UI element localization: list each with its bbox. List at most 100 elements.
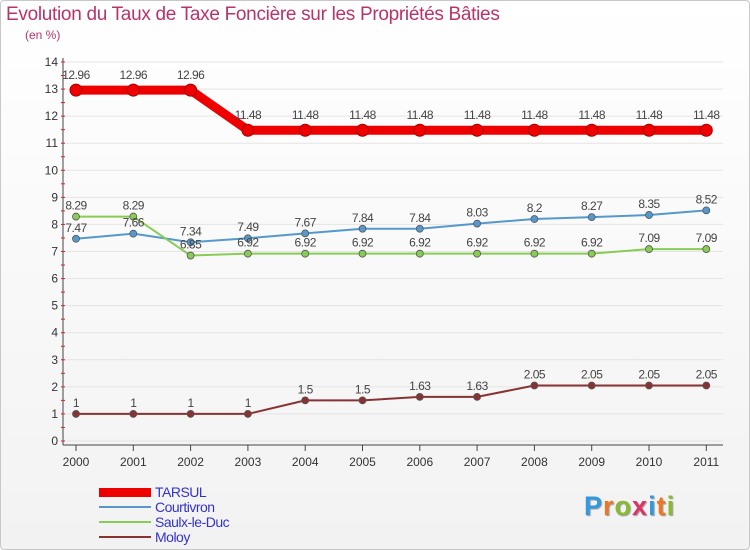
data-point [358, 249, 367, 258]
data-point [702, 245, 711, 253]
data-point [72, 234, 80, 243]
logo-letter: i [648, 491, 657, 521]
data-point [645, 245, 653, 253]
logo-letter: i [666, 491, 676, 521]
data-label: 11.48 [292, 108, 319, 122]
x-tick-label: 2000 [63, 455, 90, 469]
data-point [530, 381, 539, 390]
data-label: 1 [245, 396, 252, 410]
x-tick-label: 2011 [693, 455, 719, 469]
data-point [301, 229, 310, 238]
data-point [473, 392, 482, 401]
legend-swatch [99, 536, 151, 538]
data-label: 6.92 [524, 236, 546, 250]
y-tick-label: 12 [45, 109, 59, 123]
x-tick-label: 2005 [349, 455, 376, 469]
data-point [186, 251, 195, 260]
legend-label: Moloy [155, 529, 190, 545]
data-label: 11.48 [464, 108, 491, 122]
data-label: 6.92 [295, 236, 317, 250]
x-tick-label: 2003 [235, 455, 262, 469]
proxiti-logo: Proxiti [584, 491, 675, 522]
y-tick-label: 2 [51, 380, 58, 394]
data-point [298, 123, 312, 137]
x-tick-label: 2006 [406, 455, 433, 469]
y-tick-label: 0 [51, 434, 58, 448]
data-label: 7.09 [696, 231, 718, 245]
data-point [587, 381, 596, 390]
data-label: 2.05 [581, 368, 603, 382]
data-point [415, 249, 424, 258]
data-point [243, 234, 252, 243]
data-label: 12.96 [177, 68, 205, 82]
x-tick-label: 2008 [521, 455, 548, 469]
data-point [470, 123, 484, 137]
data-point [241, 123, 255, 137]
data-label: 6.92 [237, 236, 259, 250]
data-point [129, 410, 138, 418]
data-label: 1.5 [298, 382, 314, 396]
data-point [699, 123, 713, 137]
y-tick-label: 11 [46, 136, 59, 150]
y-tick-label: 14 [45, 55, 59, 69]
data-point [69, 83, 83, 97]
data-point [186, 410, 195, 418]
legend-label: TARSUL [155, 484, 207, 500]
x-tick-label: 2009 [578, 455, 605, 469]
data-label: 1.63 [466, 379, 488, 393]
series-line-courtivron [75, 209, 708, 244]
data-label: 11.48 [349, 108, 376, 122]
data-point [129, 212, 138, 221]
x-tick-label: 2002 [177, 455, 204, 469]
y-tick-label: 8 [51, 217, 58, 231]
data-label: 11.48 [693, 108, 720, 122]
data-label: 2.05 [696, 368, 718, 382]
data-point [301, 249, 310, 258]
logo-letter: P [584, 491, 604, 521]
data-label: 11.48 [406, 108, 433, 122]
data-point [642, 123, 656, 137]
y-tick-label: 3 [51, 353, 58, 367]
data-label: 6.92 [409, 236, 431, 250]
data-label: 1.5 [355, 382, 371, 396]
legend-swatch [99, 506, 151, 508]
y-tick-label: 9 [51, 190, 58, 204]
data-label: 7.09 [638, 231, 660, 245]
chart-subtitle: (en %) [25, 28, 61, 42]
data-label: 7.66 [123, 216, 145, 230]
data-point [645, 381, 653, 390]
data-point [413, 123, 427, 137]
chart-title: Evolution du Taux de Taxe Foncière sur l… [6, 4, 500, 25]
data-label: 8.29 [123, 199, 145, 213]
data-label: 7.34 [180, 224, 202, 238]
data-point [186, 238, 195, 247]
data-label: 8.35 [638, 197, 660, 211]
legend-label: Courtivron [155, 499, 215, 515]
data-point [126, 83, 140, 97]
data-label: 11.48 [521, 108, 548, 122]
data-point [72, 212, 80, 221]
logo-letter: x [632, 491, 649, 521]
data-label: 7.84 [352, 211, 374, 225]
data-label: 7.67 [295, 215, 317, 229]
data-label: 11.48 [636, 108, 663, 122]
x-tick-label: 2001 [120, 455, 147, 469]
data-point [702, 206, 711, 215]
data-label: 8.29 [65, 199, 87, 213]
y-tick-label: 10 [45, 163, 59, 177]
data-point [530, 249, 539, 258]
y-tick-label: 1 [51, 407, 58, 421]
y-tick-label: 6 [51, 272, 58, 286]
data-label: 2.05 [638, 368, 660, 382]
data-label: 8.27 [581, 199, 603, 213]
y-tick-label: 13 [45, 82, 59, 96]
data-label: 11.48 [578, 108, 605, 122]
data-point [587, 249, 596, 258]
data-label: 6.92 [352, 236, 374, 250]
data-label: 11.48 [235, 108, 262, 122]
data-label: 12.96 [120, 68, 148, 82]
x-tick-label: 2004 [292, 455, 319, 469]
series-layer [69, 83, 713, 418]
